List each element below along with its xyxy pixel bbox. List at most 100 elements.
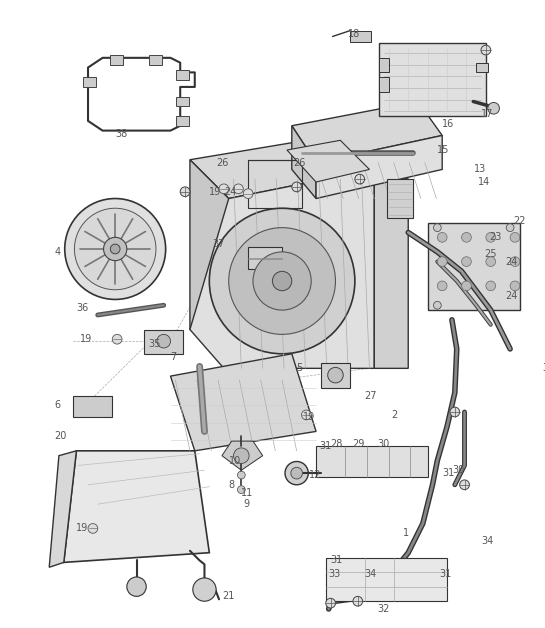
Text: 3: 3: [542, 364, 545, 373]
Text: 9: 9: [243, 499, 250, 509]
Polygon shape: [190, 170, 374, 369]
Text: 34: 34: [365, 569, 377, 579]
Bar: [476, 63, 488, 72]
Circle shape: [510, 232, 520, 242]
Text: 11: 11: [241, 487, 253, 497]
Text: 38: 38: [115, 129, 128, 139]
Polygon shape: [374, 170, 408, 369]
Text: 31: 31: [442, 468, 455, 478]
Circle shape: [234, 184, 243, 193]
Polygon shape: [190, 136, 374, 198]
Circle shape: [437, 281, 447, 291]
Bar: [177, 116, 189, 126]
Text: 26: 26: [216, 158, 228, 168]
Text: 36: 36: [76, 303, 89, 313]
Polygon shape: [287, 140, 370, 182]
Circle shape: [238, 485, 245, 494]
Circle shape: [510, 257, 520, 266]
Polygon shape: [292, 126, 316, 198]
Circle shape: [353, 597, 362, 606]
Text: 31: 31: [439, 569, 452, 579]
Polygon shape: [428, 223, 520, 310]
Text: 5: 5: [296, 364, 303, 373]
Text: 6: 6: [54, 400, 60, 410]
Circle shape: [506, 224, 514, 232]
Circle shape: [253, 252, 311, 310]
Circle shape: [301, 410, 311, 420]
Text: 29: 29: [352, 439, 365, 449]
Circle shape: [229, 227, 336, 334]
Circle shape: [481, 45, 490, 55]
Circle shape: [193, 578, 216, 601]
Circle shape: [292, 182, 301, 192]
Bar: [110, 55, 123, 65]
Polygon shape: [321, 364, 350, 387]
Circle shape: [75, 208, 156, 290]
Bar: [379, 77, 389, 92]
Text: 37: 37: [212, 239, 225, 249]
Text: 19: 19: [80, 334, 93, 344]
Polygon shape: [49, 451, 76, 567]
Text: 32: 32: [377, 604, 390, 614]
Text: 33: 33: [329, 569, 341, 579]
Polygon shape: [190, 160, 229, 330]
Bar: [316, 446, 428, 477]
Text: 19: 19: [76, 524, 89, 533]
Circle shape: [285, 462, 308, 485]
Circle shape: [291, 467, 302, 479]
Polygon shape: [316, 136, 442, 198]
Circle shape: [437, 257, 447, 266]
Polygon shape: [64, 451, 209, 563]
Text: 19: 19: [209, 187, 222, 197]
Circle shape: [104, 237, 127, 261]
Text: 16: 16: [442, 119, 455, 129]
Text: 10: 10: [229, 455, 241, 465]
Bar: [379, 58, 389, 72]
Bar: [149, 55, 162, 65]
Circle shape: [355, 175, 365, 184]
Text: 25: 25: [484, 249, 496, 259]
Bar: [83, 77, 96, 87]
Circle shape: [243, 189, 253, 198]
Text: 31: 31: [319, 441, 331, 451]
Circle shape: [486, 257, 495, 266]
Text: 30: 30: [377, 439, 390, 449]
Text: 24: 24: [505, 291, 518, 301]
Polygon shape: [292, 102, 442, 163]
Text: 23: 23: [489, 232, 501, 242]
Text: 28: 28: [331, 439, 343, 449]
Circle shape: [88, 524, 98, 533]
Text: 24: 24: [505, 257, 518, 267]
Text: 12: 12: [309, 470, 322, 480]
Circle shape: [462, 257, 471, 266]
Circle shape: [328, 367, 343, 383]
Polygon shape: [171, 354, 316, 451]
Polygon shape: [222, 441, 263, 470]
Circle shape: [112, 334, 122, 344]
Text: 34: 34: [481, 536, 493, 546]
Polygon shape: [387, 179, 413, 218]
Circle shape: [234, 448, 249, 463]
Circle shape: [110, 244, 120, 254]
Polygon shape: [74, 396, 112, 417]
Text: 17: 17: [481, 109, 493, 119]
Circle shape: [488, 102, 499, 114]
Text: 1: 1: [403, 528, 409, 538]
Circle shape: [127, 577, 146, 597]
Text: 4: 4: [54, 247, 60, 257]
Polygon shape: [379, 43, 486, 116]
Text: 18: 18: [348, 28, 360, 38]
Text: 20: 20: [54, 431, 66, 441]
Text: 15: 15: [437, 145, 450, 155]
Circle shape: [459, 480, 469, 490]
Circle shape: [433, 224, 441, 232]
Bar: [177, 97, 189, 106]
Text: 22: 22: [513, 216, 525, 226]
Circle shape: [462, 232, 471, 242]
Circle shape: [433, 301, 441, 309]
Bar: [177, 70, 189, 80]
Bar: [248, 160, 301, 208]
Circle shape: [510, 281, 520, 291]
Circle shape: [437, 232, 447, 242]
Text: 21: 21: [222, 592, 234, 602]
